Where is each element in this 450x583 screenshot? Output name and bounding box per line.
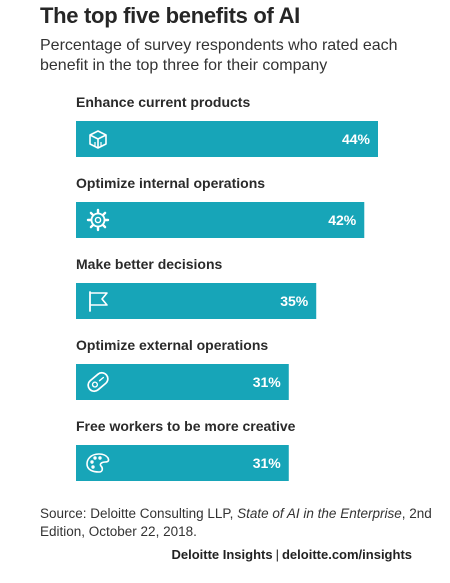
bar <box>76 445 289 481</box>
chart-subtitle: Percentage of survey respondents who rat… <box>40 37 398 74</box>
source-publication: State of AI in the Enterprise <box>237 506 402 521</box>
footer-brand: Deloitte Insights <box>171 547 273 562</box>
category-label: Enhance current products <box>76 94 250 110</box>
footer-credit: Deloitte Insights | deloitte.com/insights <box>171 547 412 562</box>
source-suffix: , 2nd Edition, October 22, 2018. <box>40 506 432 539</box>
link-tag-icon <box>87 371 109 393</box>
category-label: Optimize internal operations <box>76 175 265 191</box>
footer-separator: | <box>275 547 279 562</box>
bar <box>76 283 317 319</box>
value-label: 42% <box>328 212 357 228</box>
palette-icon <box>86 453 110 473</box>
value-label: 35% <box>280 293 309 309</box>
category-label: Free workers to be more creative <box>76 418 296 434</box>
flag-icon <box>89 291 108 312</box>
bar <box>76 121 378 157</box>
value-label: 31% <box>253 374 282 390</box>
bar-chart: Enhance current products 44% Optimize inte… <box>76 94 378 481</box>
value-label: 44% <box>342 131 371 147</box>
category-label: Make better decisions <box>76 256 222 272</box>
source-prefix: Source: Deloitte Consulting LLP, <box>40 506 238 521</box>
gear-icon <box>86 208 110 232</box>
value-label: 31% <box>253 455 282 471</box>
bar <box>76 364 289 400</box>
source-note: Source: Deloitte Consulting LLP, State o… <box>40 505 440 541</box>
footer-link[interactable]: deloitte.com/insights <box>281 547 412 562</box>
cube-icon <box>89 130 107 149</box>
bar <box>76 202 365 238</box>
chart-title: The top five benefits of AI <box>40 3 300 28</box>
category-label: Optimize external operations <box>76 337 268 353</box>
